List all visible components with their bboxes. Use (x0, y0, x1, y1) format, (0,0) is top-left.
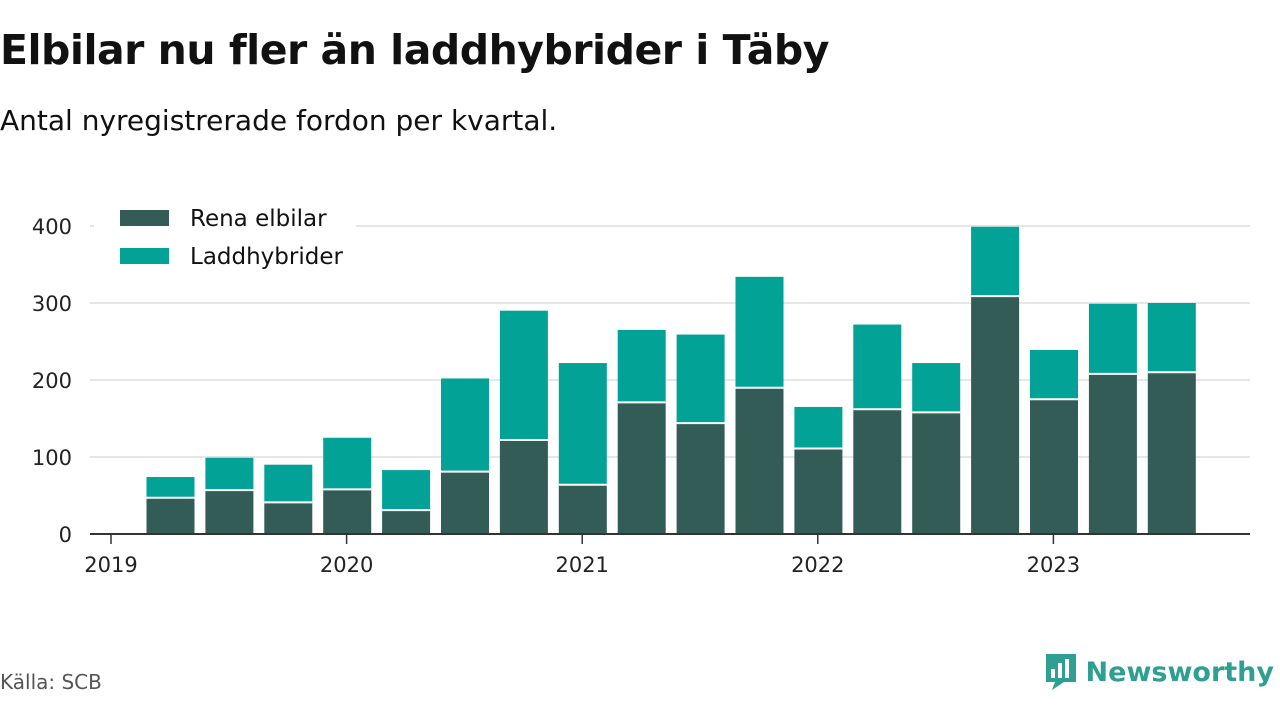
x-tick-label: 2022 (791, 553, 844, 577)
x-tick-label: 2023 (1027, 553, 1080, 577)
bar-laddhybrider (794, 406, 843, 449)
x-tick-label: 2019 (84, 553, 137, 577)
x-tick-label: 2021 (555, 553, 608, 577)
brand[interactable]: Newsworthy (1044, 652, 1274, 692)
bar-laddhybrider (676, 334, 725, 424)
bar-laddhybrider (617, 329, 666, 403)
source-note: Källa: SCB (0, 670, 102, 694)
bar-laddhybrider (264, 464, 313, 503)
bar-rena-elbilar (558, 484, 607, 534)
bar-rena-elbilar (441, 471, 489, 534)
bar-laddhybrider (971, 226, 1020, 297)
bar-laddhybrider (323, 437, 372, 490)
bar-laddhybrider (499, 310, 548, 441)
bar-laddhybrider (558, 363, 607, 485)
x-tick-label: 2020 (320, 553, 373, 577)
y-tick-label: 0 (59, 523, 72, 547)
legend-label-rena-elbilar: Rena elbilar (190, 206, 327, 232)
brand-name: Newsworthy (1085, 656, 1274, 688)
y-axis-ticks: 0 100 200 300 400 (32, 215, 72, 547)
bar-rena-elbilar (853, 409, 902, 534)
bar-rena-elbilar (676, 423, 725, 534)
bar-rena-elbilar (617, 402, 666, 534)
bars (146, 226, 1196, 534)
chart-title: Elbilar nu fler än laddhybrider i Täby (0, 26, 830, 74)
bar-rena-elbilar (1030, 399, 1078, 534)
bar-rena-elbilar (323, 489, 372, 534)
legend-swatch-rena-elbilar (120, 210, 169, 226)
newsworthy-logo-icon (1045, 654, 1076, 690)
bar-rena-elbilar (264, 502, 313, 534)
bar-laddhybrider (205, 457, 254, 491)
y-tick-label: 100 (32, 446, 72, 470)
legend-swatch-laddhybrider (120, 248, 169, 264)
bar-laddhybrider (912, 363, 961, 413)
y-tick-label: 300 (32, 292, 72, 316)
bar-rena-elbilar (205, 490, 254, 534)
bar-laddhybrider (735, 276, 784, 388)
bar-laddhybrider (1030, 349, 1078, 400)
bar-rena-elbilar (1147, 372, 1196, 534)
legend-label-laddhybrider: Laddhybrider (190, 244, 343, 270)
bar-laddhybrider (1088, 303, 1137, 374)
chart-subtitle: Antal nyregistrerade fordon per kvartal. (0, 104, 558, 137)
bar-rena-elbilar (794, 448, 843, 534)
bar-rena-elbilar (912, 412, 961, 534)
y-tick-label: 400 (32, 215, 72, 239)
bar-rena-elbilar (146, 497, 195, 534)
bar-rena-elbilar (382, 510, 431, 534)
bar-laddhybrider (382, 470, 431, 511)
bar-rena-elbilar (735, 387, 784, 534)
bar-rena-elbilar (971, 296, 1020, 534)
bar-laddhybrider (441, 378, 489, 472)
bar-laddhybrider (853, 324, 902, 410)
x-axis: 2019 2020 2021 2022 2023 (84, 533, 1250, 577)
bar-laddhybrider (146, 477, 195, 498)
bar-rena-elbilar (1088, 373, 1137, 534)
y-tick-label: 200 (32, 369, 72, 393)
bar-laddhybrider (1147, 303, 1196, 373)
bar-rena-elbilar (499, 440, 548, 534)
legend: Rena elbilar Laddhybrider (94, 198, 356, 278)
